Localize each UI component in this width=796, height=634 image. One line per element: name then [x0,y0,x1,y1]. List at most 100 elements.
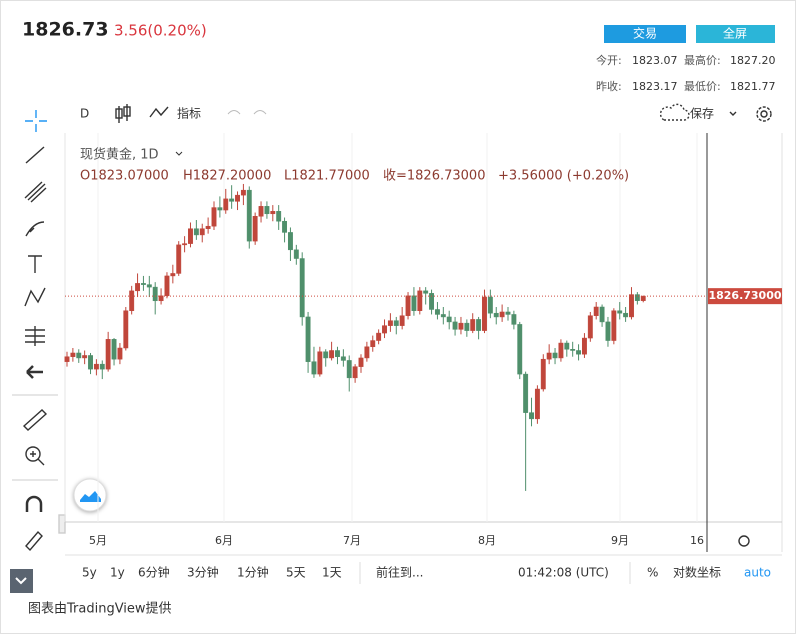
candle-body [340,356,346,361]
undo-redo[interactable] [227,110,267,115]
candle-body [276,211,282,222]
candle-body [311,361,317,375]
chart-title: 现货黄金, 1D [80,147,159,163]
candle-body [605,321,611,341]
stat-value: 1821.77 [730,80,776,93]
indicator-icon[interactable] [149,106,169,118]
save-menu[interactable] [729,111,737,116]
candle-body [411,295,417,311]
magnet-tool[interactable] [25,495,43,512]
log-toggle[interactable]: 对数坐标 [673,565,721,580]
candle-body [217,207,223,211]
x-tick-label: 16 [690,534,704,547]
candle-body [599,306,605,323]
candle-body [129,290,135,311]
interval[interactable]: D [80,107,89,121]
candle-body [193,228,199,236]
candle-body [88,355,93,370]
candle-body [393,320,399,326]
tv-logo-mark [80,491,101,502]
candle-body [382,325,387,334]
candle-body [82,355,88,359]
title-menu[interactable] [175,151,183,156]
ohlc-label: +3.56000 (+0.20%) [498,169,629,184]
candle-body [487,296,493,314]
tv-logo[interactable] [73,478,107,512]
candle-body [199,228,205,236]
trade-button-label[interactable]: 交易 [633,26,657,41]
candle-body [293,249,299,259]
candle-body [258,206,264,217]
candle-body [581,337,587,355]
ruler-tool[interactable] [22,409,48,431]
candle-body [376,332,382,341]
fib-tool[interactable] [24,181,47,203]
x-tick-label: 6月 [215,534,233,547]
candle-body [317,351,323,375]
brush-tool[interactable] [25,221,45,237]
candle-body [305,316,311,362]
candle-body [482,296,487,331]
candle-body [370,340,376,348]
range-button[interactable]: 1分钟 [237,565,269,580]
settings-icon[interactable] [756,106,772,122]
candle-body [629,294,634,318]
x-tick-label: 9月 [611,534,629,547]
range-button[interactable]: 5天 [286,566,306,580]
candle-body [617,310,623,314]
price: 1826.73 [22,19,109,41]
candle-body [111,339,117,360]
stat-label: 最高价: [684,53,721,67]
candle-body [593,306,599,316]
change: 3.56(0.20%) [114,22,207,40]
trend-tool[interactable] [25,146,45,164]
range-button[interactable]: 3分钟 [187,565,219,580]
candle-body [570,348,576,351]
collapse-button[interactable] [10,569,33,593]
percent-toggle[interactable]: % [647,566,658,580]
axis-settings[interactable] [738,535,750,547]
candle-body [105,339,111,370]
trade-button[interactable] [604,25,686,43]
candle-body [476,319,482,331]
range-button[interactable]: 1天 [322,566,342,580]
candle-body [323,351,329,359]
candle-body [117,347,123,360]
candle-body [405,295,411,316]
back-tool[interactable] [26,365,43,379]
ohlc-label: 收=1826.73000 [383,169,485,184]
pattern-tool[interactable] [24,287,46,307]
range-button[interactable]: 5y [82,566,97,580]
range-button[interactable]: 1y [110,566,125,580]
save[interactable]: 保存 [690,107,714,121]
lock-tool[interactable] [25,530,43,552]
candle-body [146,284,152,288]
x-tick-label: 5月 [89,534,107,547]
candle-body [546,352,552,360]
candle-body [423,290,429,294]
range-button[interactable]: 6分钟 [138,565,170,580]
zoom-tool-plus [30,451,45,466]
ohlc-label: O1823.07000 [80,169,169,184]
crosshair-tool[interactable] [25,110,47,132]
candle-body [176,244,182,274]
candle-body [417,290,423,311]
side-handle[interactable] [58,514,66,534]
zoom-tool[interactable] [25,446,41,462]
x-tick-label: 8月 [478,534,496,547]
candle-body [505,311,511,315]
fullscreen-button-label[interactable]: 全屏 [723,26,747,41]
text-tool[interactable] [28,255,42,273]
indicators[interactable]: 指标 [177,106,201,121]
candle-body [458,322,464,330]
fullscreen-button[interactable] [696,25,775,43]
settings-icon-core [760,110,768,118]
goto[interactable]: 前往到... [376,565,423,580]
prediction-tool[interactable] [25,326,45,346]
stat-label: 今开: [596,53,622,67]
candle-body [352,366,358,379]
auto-toggle[interactable]: auto [744,566,771,580]
candle-icon[interactable] [115,104,131,123]
stats: 今开: 1823.07 最高价: 1827.20 昨收: 1823.17 最低价… [596,53,776,93]
